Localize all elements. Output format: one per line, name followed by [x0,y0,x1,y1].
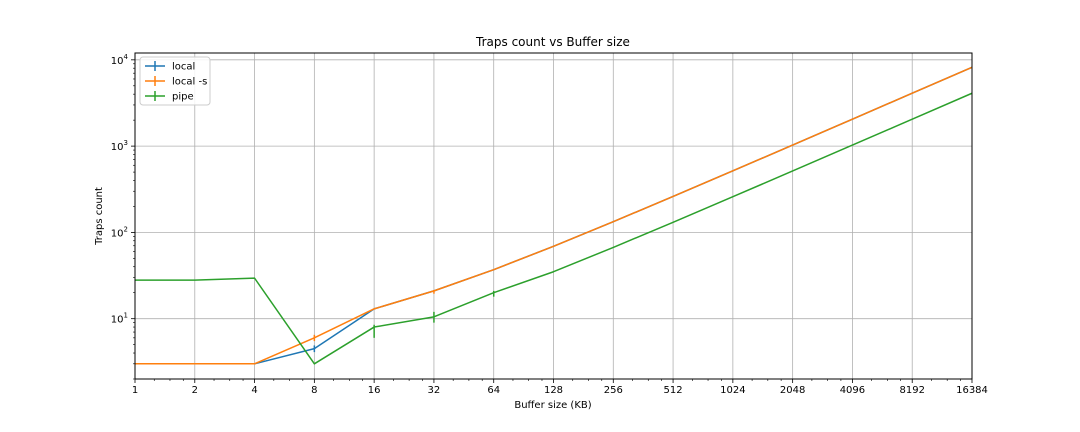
x-tick-label: 1024 [720,385,745,396]
x-tick-label: 512 [664,385,683,396]
ticks: 1 2 4 8 16 32 64 128 256 512 1024 2048 4096 8192 16384… [111,53,988,396]
y-tick-base: 10 [111,228,124,239]
x-tick-label: 1 [132,385,138,396]
chart-title: Traps count vs Buffer size [475,35,630,49]
y-tick-exponent: 2 [124,225,128,233]
y-tick-label: 102 [111,225,128,239]
x-tick-label: 64 [487,385,500,396]
x-tick-label: 2 [192,385,198,396]
series-line-1 [135,66,973,365]
x-axis-label: Buffer size (KB) [514,400,591,411]
x-tick-label: 8 [311,385,317,396]
y-tick-exponent: 4 [124,53,129,61]
y-tick-exponent: 3 [124,139,128,147]
x-tick-label: 256 [604,385,623,396]
y-tick-label: 103 [111,139,128,153]
legend-label: local -s [172,77,207,88]
x-tick-label: 32 [428,385,441,396]
y-tick-base: 10 [111,142,124,153]
x-tick-label: 4096 [840,385,865,396]
y-axis-label: Traps count [94,187,105,246]
x-tick-label: 2048 [780,385,805,396]
y-tick-label: 101 [111,312,128,326]
x-tick-label: 16 [368,385,381,396]
x-tick-label: 16384 [956,385,988,396]
series-layer [135,66,973,365]
legend-label: local [172,62,195,73]
legend-box [139,56,211,106]
y-tick-label: 104 [111,53,129,67]
y-tick-base: 10 [111,315,124,326]
x-tick-label: 4 [251,385,257,396]
legend-label: pipe [172,92,194,103]
x-tick-label: 128 [544,385,563,396]
legend: local local -s pipe [139,56,211,106]
y-tick-exponent: 1 [124,312,128,320]
series-line-2 [135,92,973,365]
x-tick-label: 8192 [899,385,924,396]
y-tick-base: 10 [111,56,124,67]
